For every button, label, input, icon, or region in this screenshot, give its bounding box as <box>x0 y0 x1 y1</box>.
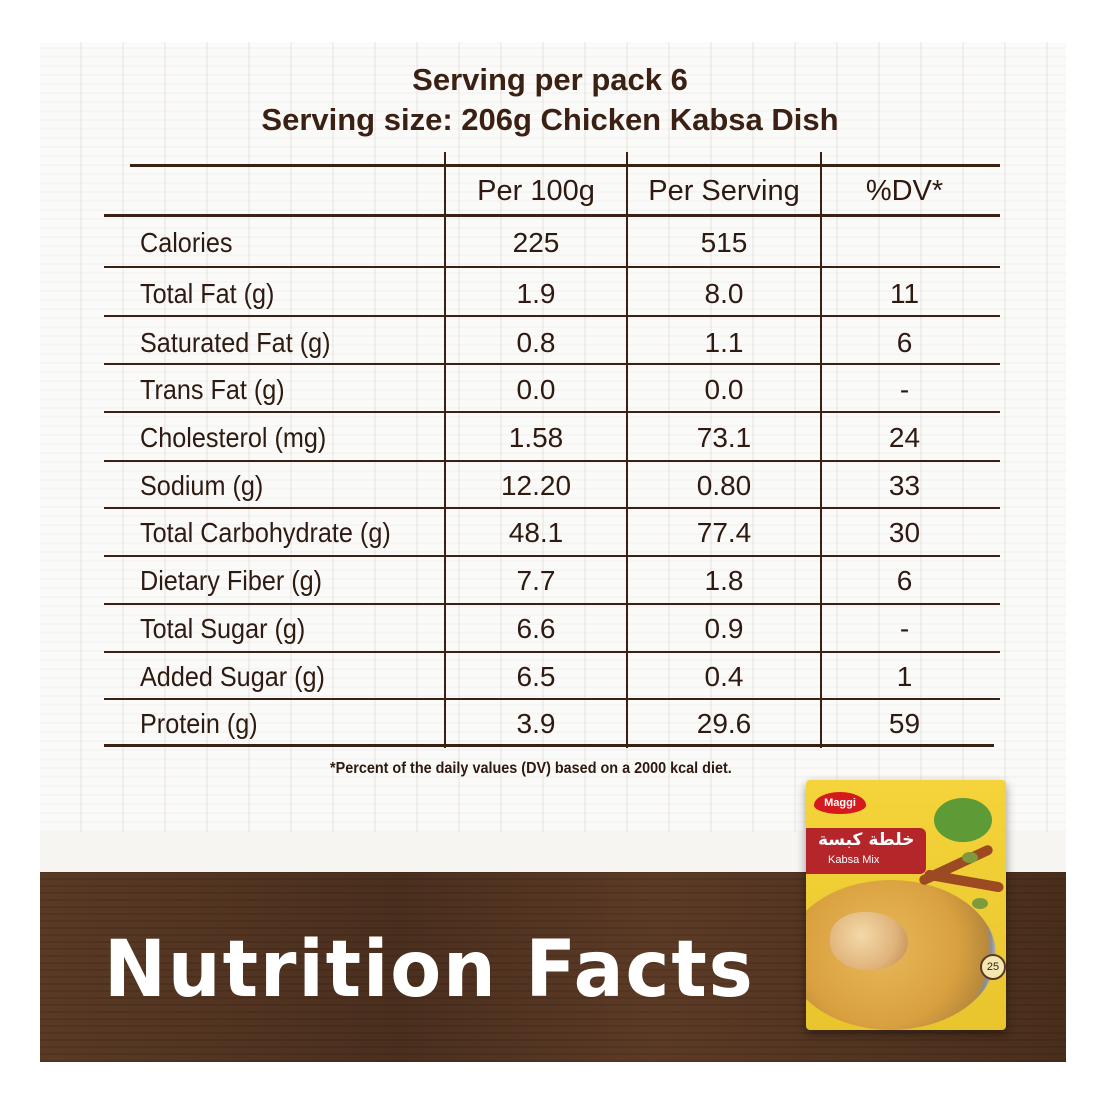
cell-dv: - <box>899 613 910 644</box>
row-label: Dietary Fiber (g) <box>140 565 323 596</box>
cell-dv: 24 <box>888 422 921 453</box>
row-rule <box>104 507 1000 509</box>
row-label: Protein (g) <box>140 708 258 739</box>
row-label: Cholesterol (mg) <box>140 422 327 453</box>
natural-herbs-badge-icon <box>934 798 992 842</box>
cell-per-100g: 1.58 <box>508 422 564 453</box>
cardamom-pod-icon <box>962 852 978 863</box>
column-header-dv: %DV* <box>865 175 944 207</box>
cell-dv: 1 <box>896 661 913 692</box>
cell-per-100g: 225 <box>512 227 560 258</box>
pack-english-name: Kabsa Mix <box>828 854 880 866</box>
cell-per-100g: 6.6 <box>516 613 556 644</box>
pack-arabic-name: خلطة كبسة <box>818 830 915 850</box>
maggi-logo: Maggi <box>814 792 866 814</box>
chicken-illustration <box>830 912 908 970</box>
row-label: Trans Fat (g) <box>140 374 285 405</box>
cell-dv: 59 <box>888 708 921 739</box>
cell-per-100g: 0.8 <box>516 327 556 358</box>
row-label: Saturated Fat (g) <box>140 327 331 358</box>
cell-per-serving: 1.1 <box>704 327 744 358</box>
cell-per-100g: 3.9 <box>516 708 556 739</box>
row-label: Calories <box>140 227 233 258</box>
cell-per-100g: 1.9 <box>516 278 556 309</box>
row-label: Total Fat (g) <box>140 278 275 309</box>
cell-dv: 6 <box>896 327 913 358</box>
row-label: Total Sugar (g) <box>140 613 306 644</box>
row-label: Added Sugar (g) <box>140 661 325 692</box>
column-header-per-serving: Per Serving <box>648 175 800 207</box>
row-rule <box>104 603 1000 605</box>
row-rule <box>104 460 1000 462</box>
column-header-per-100g: Per 100g <box>477 175 595 207</box>
cell-per-serving: 29.6 <box>696 708 752 739</box>
cell-per-100g: 12.20 <box>500 470 572 501</box>
white-wood-texture <box>40 42 1066 832</box>
column-divider-2 <box>626 152 628 748</box>
row-rule <box>104 315 1000 317</box>
row-rule <box>104 555 1000 557</box>
cell-per-serving: 77.4 <box>696 517 752 548</box>
cell-per-serving: 73.1 <box>696 422 752 453</box>
row-rule <box>104 651 1000 653</box>
dv-footnote: *Percent of the daily values (DV) based … <box>330 760 732 777</box>
cell-per-serving: 0.80 <box>696 470 752 501</box>
table-bottom-rule <box>104 744 994 747</box>
cell-per-serving: 0.4 <box>704 661 744 692</box>
pack-name-band <box>806 828 926 874</box>
ready-time-badge: 25 <box>980 954 1006 980</box>
cell-per-100g: 0.0 <box>516 374 556 405</box>
cell-per-serving: 515 <box>700 227 748 258</box>
cell-per-100g: 7.7 <box>516 565 556 596</box>
cell-dv: 33 <box>888 470 921 501</box>
cell-per-100g: 6.5 <box>516 661 556 692</box>
serving-size: Serving size: 206g Chicken Kabsa Dish <box>261 102 839 137</box>
nutrition-facts-title: Nutrition Facts <box>104 925 755 1015</box>
row-rule <box>104 363 1000 365</box>
column-divider-1 <box>444 152 446 748</box>
cell-per-100g: 48.1 <box>508 517 564 548</box>
cell-per-serving: 8.0 <box>704 278 744 309</box>
servings-per-pack: Serving per pack 6 <box>412 62 688 97</box>
header-rule <box>104 214 1000 217</box>
row-rule <box>104 698 1000 700</box>
cell-dv: 30 <box>888 517 921 548</box>
cell-per-serving: 0.0 <box>704 374 744 405</box>
row-label: Total Carbohydrate (g) <box>140 517 391 548</box>
row-rule <box>104 411 1000 413</box>
cell-per-serving: 0.9 <box>704 613 744 644</box>
cell-dv: - <box>899 374 910 405</box>
cell-dv: 11 <box>889 278 920 309</box>
table-top-rule <box>130 164 1000 167</box>
row-label: Sodium (g) <box>140 470 264 501</box>
row-rule <box>104 266 1000 268</box>
cardamom-pod-icon <box>972 898 988 909</box>
column-divider-3 <box>820 152 822 748</box>
product-pack-image: Maggi خلطة كبسة Kabsa Mix 25 <box>806 780 1006 1030</box>
cell-per-serving: 1.8 <box>704 565 744 596</box>
cell-dv: 6 <box>896 565 913 596</box>
